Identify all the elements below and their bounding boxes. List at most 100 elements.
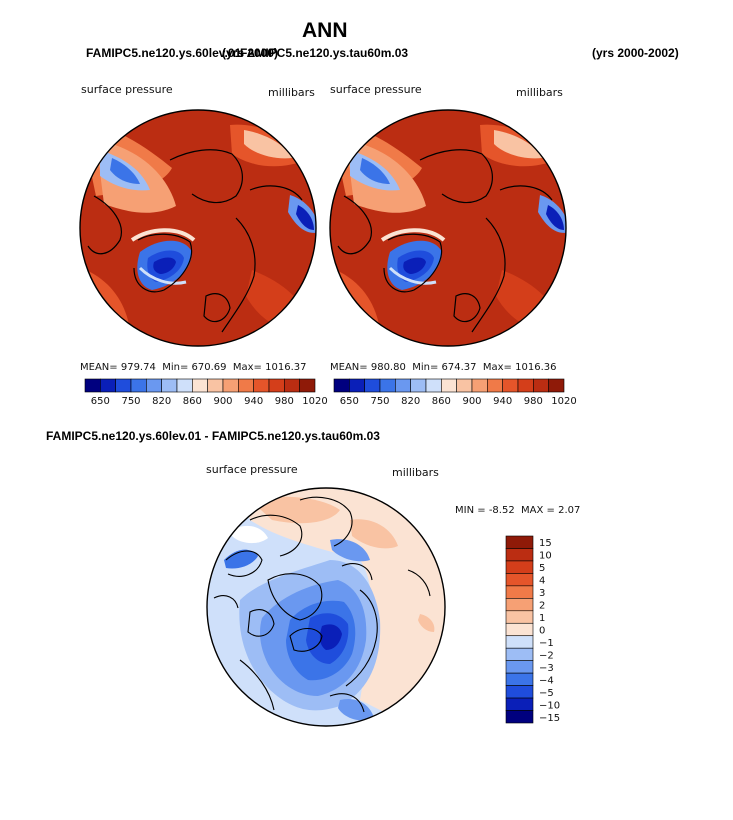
panel2-colorbar-tick-label: 1020: [551, 396, 576, 407]
panel1-colorbar-swatch: [100, 378, 116, 393]
page-title: ANN: [302, 19, 348, 42]
panel2-mean-value: 980.80: [370, 362, 406, 373]
panel3-colorbar-tick-label: −3: [539, 663, 554, 674]
panel3-colorbar-swatch: [505, 635, 534, 649]
panel3-colorbar-tick-label: 0: [539, 626, 545, 637]
panel3-colorbar-swatch: [505, 660, 534, 674]
panel2-map: [330, 110, 566, 346]
panel2-colorbar-swatch: [502, 378, 519, 393]
panel3-colorbar-swatch: [505, 710, 534, 724]
panel1-colorbar-tick-label: 1020: [302, 396, 327, 407]
panel3-colorbar-tick-label: 15: [539, 538, 552, 549]
panel1-colorbar-swatch: [130, 378, 147, 393]
panel2-variable: surface pressure: [330, 83, 422, 96]
panel3-colorbar-tick-label: −1: [539, 638, 554, 649]
panel2-colorbar-swatch: [395, 378, 411, 393]
panel1-min-label: Min=: [162, 362, 189, 373]
panel1-colorbar-swatch: [299, 378, 316, 393]
panel1-max-label: Max=: [232, 362, 262, 373]
panel3-map-border: [206, 487, 446, 727]
panel1-stats: MEAN= 979.74 Min= 670.69 Max= 1016.37: [80, 362, 306, 373]
panel2-colorbar-swatch: [533, 378, 549, 393]
panel3-colorbar-swatch: [505, 622, 534, 637]
panel3-colorbar-tick-label: 4: [539, 576, 545, 587]
panel2-colorbar-swatch: [410, 378, 427, 393]
case2-years: (yrs 2000-2002): [592, 46, 679, 60]
panel2-colorbar-swatch: [333, 378, 350, 393]
panel1-min-value: 670.69: [191, 362, 227, 373]
panel1-colorbar-swatch: [284, 378, 300, 393]
panel2-colorbar-swatch: [456, 378, 473, 393]
panel3-colorbar-tick-label: 2: [539, 601, 545, 612]
panel2-max-label: Max=: [482, 362, 512, 373]
panel1-colorbar-tick-label: 860: [183, 396, 202, 407]
panel1-colorbar-swatch: [84, 378, 101, 393]
panel3-min-label: MIN =: [455, 505, 486, 516]
panel1-colorbar-swatch: [268, 378, 285, 393]
panel1-colorbar-tick-label: 820: [152, 396, 171, 407]
panel2-colorbar-swatch: [517, 378, 534, 393]
panel3-colorbar-swatch: [505, 573, 534, 587]
panel1-units: millibars: [268, 86, 315, 99]
panel2-max-value: 1016.36: [515, 362, 557, 373]
panel2-colorbar-swatch: [471, 378, 488, 393]
panel2-min-label: Min=: [412, 362, 439, 373]
panel3-colorbar-swatch: [505, 697, 534, 711]
panel1-colorbar: 650 750 820 860 900 940 980 1020: [84, 378, 328, 407]
panel3-colorbar-swatch: [505, 672, 534, 686]
panel2-colorbar-tick-label: 750: [370, 396, 389, 407]
panel3-map: [207, 488, 445, 726]
panel1-colorbar-swatch: [192, 378, 208, 393]
panel3-colorbar-tick-label: −10: [539, 700, 560, 711]
case1-years: (yrs 2000): [222, 46, 279, 60]
panel3-colorbar-swatch: [505, 535, 534, 549]
panel3-colorbar-swatch: [505, 598, 534, 612]
panel3-colorbar-tick-label: −5: [539, 688, 554, 699]
panel3-colorbar-swatch: [505, 685, 534, 699]
panel2-mean-label: MEAN=: [330, 362, 368, 373]
panel3-min-value: -8.52: [488, 505, 515, 516]
panel1-mean-label: MEAN=: [80, 362, 118, 373]
panel2-colorbar-swatch: [349, 378, 365, 393]
panel2-colorbar: 650 750 820 860 900 940 980 1020: [333, 378, 577, 407]
panel1-colorbar-swatch: [238, 378, 254, 393]
panel3-colorbar-swatch: [505, 548, 534, 562]
panel3-colorbar-tick-label: −15: [539, 713, 560, 724]
panel1-colorbar-tick-label: 750: [121, 396, 140, 407]
panel3-colorbar-tick-label: 5: [539, 563, 545, 574]
panel2-colorbar-tick-label: 900: [462, 396, 481, 407]
panel1-map-border: [79, 109, 317, 347]
panel1-colorbar-swatch: [115, 378, 132, 393]
panel3-variable: surface pressure: [206, 463, 298, 476]
panel3-colorbar-swatch: [505, 560, 534, 574]
panel2-colorbar-tick-label: 820: [401, 396, 420, 407]
panel2-colorbar-swatch: [379, 378, 396, 393]
panel1-variable: surface pressure: [81, 83, 173, 96]
panel1-colorbar-swatch: [161, 378, 178, 393]
panel1-colorbar-swatch: [176, 378, 193, 393]
diff-title: FAMIPC5.ne120.ys.60lev.01 - FAMIPC5.ne12…: [46, 429, 380, 443]
panel3-colorbar-tick-label: −4: [539, 675, 554, 686]
panel2-colorbar-swatch: [441, 378, 457, 393]
panel1-colorbar-swatch: [253, 378, 270, 393]
panel3-colorbar-swatch: [505, 647, 534, 661]
panel1-colorbar-tick-label: 650: [91, 396, 110, 407]
panel3-max-value: 2.07: [558, 505, 581, 516]
panel2-colorbar-swatch: [487, 378, 503, 393]
panel3-max-label: MAX =: [521, 505, 555, 516]
panel1-colorbar-swatch: [207, 378, 224, 393]
panel2-colorbar-swatch: [425, 378, 442, 393]
panel1-colorbar-tick-label: 980: [275, 396, 294, 407]
panel2-colorbar-tick-label: 650: [340, 396, 359, 407]
panel3-colorbar-tick-label: −2: [539, 650, 554, 661]
panel2-map-border: [329, 109, 567, 347]
panel1-colorbar-swatch: [146, 378, 162, 393]
panel2-colorbar-tick-label: 860: [432, 396, 451, 407]
panel1-mean-value: 979.74: [120, 362, 156, 373]
panel2-colorbar-swatch: [364, 378, 381, 393]
panel3-colorbar-swatch: [505, 585, 534, 599]
panel3-colorbar-tick-label: 3: [539, 588, 545, 599]
panel2-colorbar-tick-label: 940: [493, 396, 512, 407]
panel2-min-value: 674.37: [441, 362, 477, 373]
